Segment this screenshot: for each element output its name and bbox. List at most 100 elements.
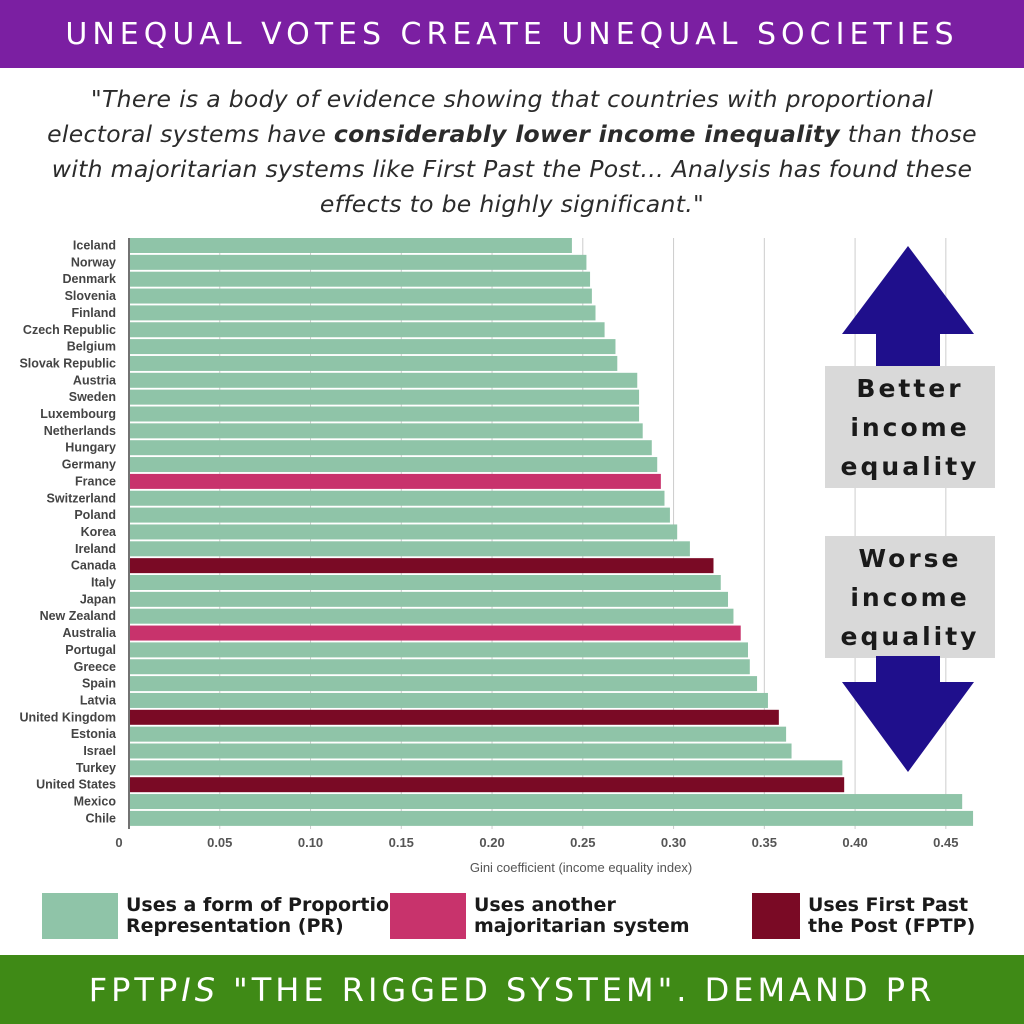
country-label: Denmark xyxy=(63,272,117,286)
country-label: Czech Republic xyxy=(23,323,116,337)
country-label: Japan xyxy=(80,592,116,606)
x-tick-label: 0.10 xyxy=(298,835,323,850)
footer-prefix: FPTP xyxy=(88,970,182,1009)
country-label: Italy xyxy=(91,576,116,590)
country-label: Australia xyxy=(63,626,118,640)
worse-line-3: equality xyxy=(840,621,980,651)
country-label: Slovenia xyxy=(65,289,117,303)
bar-israel xyxy=(130,743,792,759)
country-label: Portugal xyxy=(65,643,116,657)
gini-bar-chart: Iceland Norway Denmark Slovenia Finland Czech… xyxy=(19,238,974,875)
country-label: France xyxy=(75,474,116,488)
country-label: Slovak Republic xyxy=(19,356,116,370)
quote: "There is a body of evidence showing tha… xyxy=(40,82,984,222)
country-label: Latvia xyxy=(80,693,117,707)
up-arrow-icon xyxy=(842,246,974,370)
country-label: Chile xyxy=(85,811,116,825)
bar-canada xyxy=(130,558,714,574)
quote-emphasis: considerably lower income inequality xyxy=(333,120,840,148)
top-banner: UNEQUAL VOTES CREATE UNEQUAL SOCIETIES xyxy=(0,0,1024,68)
legend-item-majoritarian: Uses another majoritarian system xyxy=(390,893,704,939)
x-axis-label: Gini coefficient (income equality index) xyxy=(470,860,692,875)
legend-label-fptp: Uses First Past the Post (FPTP) xyxy=(808,894,976,937)
bar-ireland xyxy=(130,541,690,557)
bar-poland xyxy=(130,507,670,523)
x-tick-label: 0 xyxy=(115,835,122,850)
bar-denmark xyxy=(130,271,591,287)
bar-australia xyxy=(130,625,741,641)
bar-slovenia xyxy=(130,288,592,304)
country-label: Austria xyxy=(73,373,117,387)
footer-suffix: "THE RIGGED SYSTEM". DEMAND PR xyxy=(233,970,936,1009)
bar-latvia xyxy=(130,692,768,708)
x-tick-label: 0.20 xyxy=(479,835,504,850)
better-line-3: equality xyxy=(840,451,980,481)
country-label: Poland xyxy=(74,508,116,522)
bar-iceland xyxy=(130,238,572,253)
bar-new-zealand xyxy=(130,608,734,624)
bar-united-states xyxy=(130,777,845,793)
country-label: Iceland xyxy=(73,239,116,253)
x-tick-label: 0.45 xyxy=(933,835,958,850)
country-label: Canada xyxy=(71,559,117,573)
x-tick-label: 0.35 xyxy=(752,835,777,850)
country-label: Turkey xyxy=(76,761,116,775)
country-label: United Kingdom xyxy=(19,710,116,724)
bar-finland xyxy=(130,305,596,321)
bar-korea xyxy=(130,524,678,540)
bar-austria xyxy=(130,372,638,388)
country-label: Finland xyxy=(72,306,116,320)
bar-hungary xyxy=(130,440,652,456)
quote-part2: than those with majoritarian systems lik… xyxy=(51,120,977,218)
bar-france xyxy=(130,473,661,489)
legend-swatch-pr xyxy=(42,893,118,939)
bar-turkey xyxy=(130,760,843,776)
x-tick-label: 0.15 xyxy=(389,835,414,850)
country-label: Spain xyxy=(82,677,116,691)
country-label: Hungary xyxy=(65,441,116,455)
x-tick-label: 0.05 xyxy=(207,835,232,850)
chart-bars xyxy=(130,238,974,826)
bar-estonia xyxy=(130,726,787,742)
legend-item-pr: Uses a form of Proportional Representati… xyxy=(42,893,431,939)
x-tick-label: 0.40 xyxy=(842,835,867,850)
bar-spain xyxy=(130,676,758,692)
country-label: New Zealand xyxy=(40,609,116,623)
x-tick-labels: 0 0.05 0.10 0.15 0.20 0.25 0.30 0.35 0.40 0.45 xyxy=(115,835,958,850)
bar-portugal xyxy=(130,642,748,658)
better-line-2: income xyxy=(850,412,970,442)
worse-line-1: Worse xyxy=(858,543,962,573)
bar-slovak-republic xyxy=(130,355,618,371)
better-line-1: Better xyxy=(856,373,964,403)
bar-luxembourg xyxy=(130,406,640,422)
legend-item-fptp: Uses First Past the Post (FPTP) xyxy=(752,893,978,939)
down-arrow-icon xyxy=(842,656,974,772)
country-label: Estonia xyxy=(71,727,117,741)
bar-germany xyxy=(130,457,658,473)
bar-united-kingdom xyxy=(130,709,779,725)
legend-swatch-majoritarian xyxy=(390,893,466,939)
bar-mexico xyxy=(130,794,963,810)
bar-sweden xyxy=(130,389,640,405)
country-labels: Iceland Norway Denmark Slovenia Finland Czech… xyxy=(19,239,117,826)
bar-netherlands xyxy=(130,423,643,439)
better-equality-label: Better income equality xyxy=(825,366,995,488)
country-label: Netherlands xyxy=(44,424,116,438)
bar-greece xyxy=(130,659,750,675)
legend-label-pr: Uses a form of Proportional Representati… xyxy=(126,894,422,937)
banner-title: UNEQUAL VOTES CREATE UNEQUAL SOCIETIES xyxy=(65,16,959,52)
country-label: Switzerland xyxy=(47,491,116,505)
bar-switzerland xyxy=(130,490,665,506)
bar-japan xyxy=(130,591,729,607)
footer-emphasis: IS xyxy=(181,970,220,1009)
country-label: Sweden xyxy=(69,390,116,404)
x-tick-label: 0.25 xyxy=(570,835,595,850)
country-label: Korea xyxy=(81,525,117,539)
country-label: Germany xyxy=(62,458,116,472)
country-label: Greece xyxy=(74,660,116,674)
worse-line-2: income xyxy=(850,582,970,612)
country-label: Israel xyxy=(83,744,116,758)
country-label: United States xyxy=(36,778,116,792)
country-label: Ireland xyxy=(75,542,116,556)
bar-italy xyxy=(130,575,721,590)
